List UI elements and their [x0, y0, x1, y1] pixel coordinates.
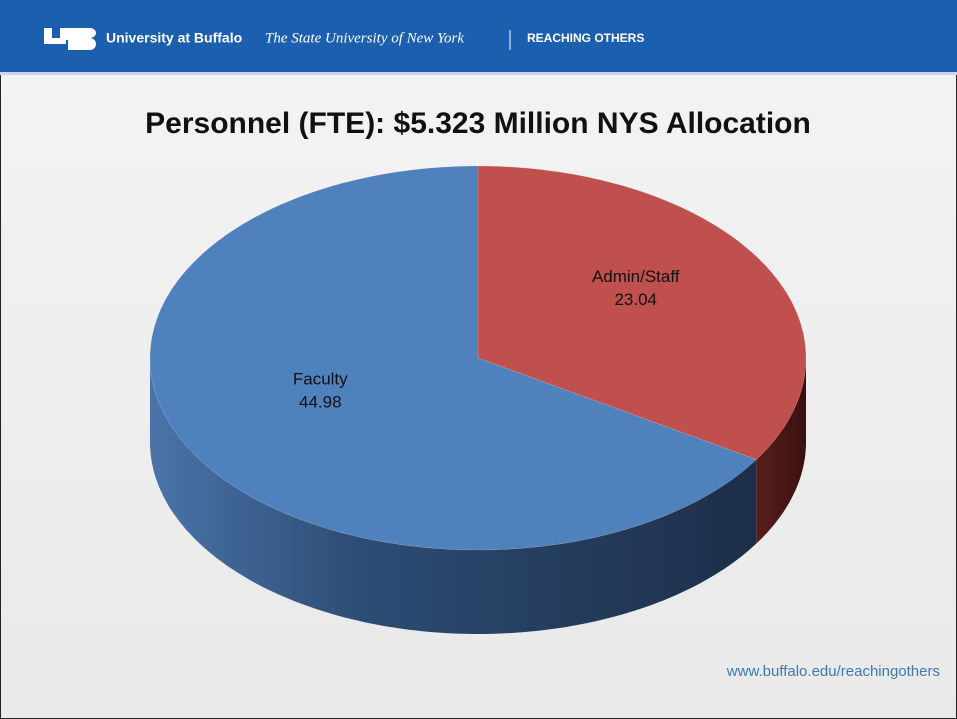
slice-value: 44.98: [299, 393, 342, 412]
tagline: The State University of New York: [265, 30, 464, 46]
slide: University at Buffalo The State Universi…: [0, 0, 957, 719]
chart-title: Personnel (FTE): $5.323 Million NYS Allo…: [145, 107, 811, 140]
slice-label: Faculty: [293, 370, 348, 389]
brand: University at Buffalo: [106, 30, 242, 46]
pie: Admin/Staff 23.04 Faculty 44.98: [150, 166, 806, 634]
slice-label: Admin/Staff: [592, 267, 680, 286]
footer-url: www.buffalo.edu/reachingothers: [726, 663, 940, 680]
header-rule: [0, 72, 957, 75]
slice-value: 23.04: [614, 290, 657, 309]
slogan: REACHING OTHERS: [527, 31, 644, 45]
